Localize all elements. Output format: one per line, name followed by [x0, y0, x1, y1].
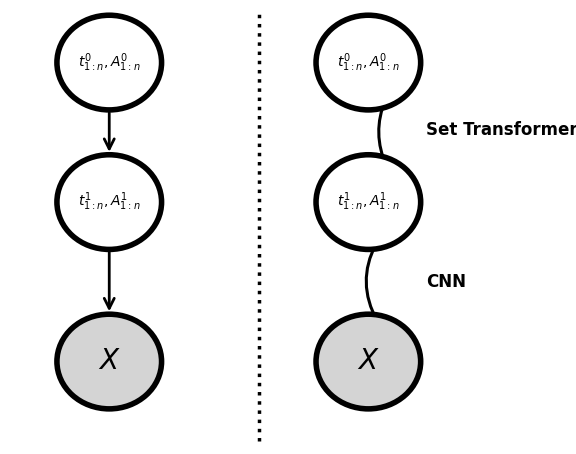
Text: $t^1_{1:n}, A^1_{1:n}$: $t^1_{1:n}, A^1_{1:n}$	[337, 191, 400, 213]
Text: $X$: $X$	[357, 348, 380, 375]
Text: $X$: $X$	[98, 348, 120, 375]
Ellipse shape	[316, 155, 420, 249]
Ellipse shape	[316, 314, 420, 409]
Ellipse shape	[57, 314, 161, 409]
Ellipse shape	[57, 15, 161, 110]
Text: $t^0_{1:n}, A^0_{1:n}$: $t^0_{1:n}, A^0_{1:n}$	[337, 51, 400, 74]
Text: CNN: CNN	[426, 273, 465, 291]
Text: $t^0_{1:n}, A^0_{1:n}$: $t^0_{1:n}, A^0_{1:n}$	[78, 51, 141, 74]
Text: Set Transformer: Set Transformer	[426, 121, 576, 139]
Ellipse shape	[57, 155, 161, 249]
Ellipse shape	[316, 15, 420, 110]
Text: $t^1_{1:n}, A^1_{1:n}$: $t^1_{1:n}, A^1_{1:n}$	[78, 191, 141, 213]
